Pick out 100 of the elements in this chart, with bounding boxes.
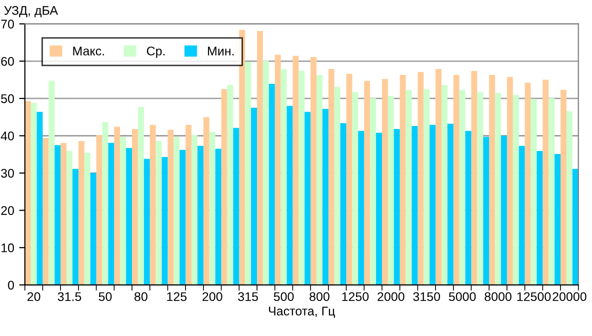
- bar: [412, 126, 418, 285]
- bar: [459, 90, 466, 285]
- bar: [560, 90, 566, 285]
- bar: [304, 112, 311, 285]
- bar: [364, 80, 370, 285]
- bar: [48, 80, 55, 285]
- x-tick-label: 20000: [552, 292, 586, 302]
- bar: [548, 98, 555, 285]
- bar: [566, 111, 572, 285]
- bar: [90, 173, 96, 285]
- bar: [174, 136, 180, 285]
- bar: [66, 151, 72, 285]
- bar: [310, 57, 317, 285]
- bar: [524, 82, 531, 285]
- bar: [60, 142, 67, 285]
- bar: [72, 168, 78, 285]
- bar: [483, 136, 490, 285]
- bar: [489, 74, 496, 285]
- bar: [251, 108, 257, 285]
- bar: [453, 74, 460, 285]
- bar: [530, 98, 537, 285]
- bar: [156, 140, 162, 285]
- bar: [280, 68, 287, 285]
- bar: [286, 106, 293, 285]
- bar: [84, 152, 90, 285]
- bar: [322, 108, 328, 285]
- bar: [138, 107, 144, 285]
- y-tick-label: 40: [0, 132, 14, 140]
- legend-label: Мин.: [208, 46, 234, 56]
- x-tick-label: 500: [274, 292, 294, 302]
- bar: [436, 68, 442, 285]
- bar: [370, 98, 376, 285]
- bar: [227, 85, 234, 285]
- bar: [542, 80, 549, 285]
- bar: [292, 56, 299, 285]
- y-tick-label: 70: [1, 20, 14, 29]
- bar: [42, 138, 49, 285]
- legend-label: Ср.: [146, 46, 165, 58]
- bar: [96, 135, 102, 285]
- bar: [382, 79, 388, 285]
- bar: [298, 70, 305, 285]
- x-tick-label: 315: [238, 292, 258, 302]
- bar: [441, 85, 448, 285]
- bar: [518, 146, 525, 285]
- bar: [209, 132, 216, 285]
- legend-label: Макс.: [73, 46, 104, 56]
- bar: [150, 124, 156, 285]
- bar: [274, 54, 281, 285]
- bar: [186, 124, 192, 285]
- x-tick-label: 2000: [378, 292, 404, 302]
- bar: [388, 96, 394, 285]
- bar: [477, 92, 484, 285]
- x-tick-label: 125: [167, 292, 187, 302]
- bar: [132, 129, 138, 285]
- bar: [30, 102, 37, 285]
- bar: [334, 86, 340, 285]
- bar: [108, 142, 114, 285]
- x-tick-label: 3150: [413, 292, 440, 302]
- x-tick-label: 5000: [448, 292, 476, 302]
- y-tick-label: 60: [1, 56, 14, 66]
- bar: [162, 157, 168, 285]
- x-tick-label: 8000: [484, 292, 512, 302]
- x-tick-label: 80: [134, 292, 148, 302]
- bar: [506, 76, 513, 285]
- bar: [126, 148, 132, 285]
- x-tick-label: 50: [98, 292, 112, 302]
- bar: [501, 136, 507, 285]
- bar: [78, 140, 84, 285]
- bar: [376, 132, 382, 285]
- bar: [168, 130, 174, 285]
- bar: [256, 30, 263, 285]
- x-tick-label: 20: [27, 292, 40, 302]
- bar: [36, 112, 43, 285]
- bar: [54, 145, 61, 285]
- bar: [512, 94, 519, 285]
- bar: [495, 92, 502, 285]
- bar: [192, 135, 198, 285]
- bar: [233, 128, 240, 285]
- bar: [394, 129, 400, 285]
- bar: [102, 122, 108, 285]
- bar: [316, 74, 322, 285]
- bar: [352, 92, 358, 285]
- bar: [114, 126, 120, 285]
- y-tick-label: 30: [1, 168, 14, 178]
- bar: [197, 146, 204, 285]
- x-tick-label: 200: [202, 292, 222, 302]
- bar: [144, 158, 150, 285]
- bar: [346, 74, 352, 285]
- bar: [203, 117, 210, 285]
- bar: [406, 90, 412, 285]
- bar: [180, 150, 186, 285]
- x-tick-label: 12500: [517, 292, 551, 302]
- y-tick-label: 10: [2, 243, 14, 252]
- bar: [572, 168, 578, 285]
- bar: [221, 89, 228, 285]
- y-tick-label: 20: [1, 206, 14, 215]
- bar: [424, 89, 430, 285]
- bar: [430, 124, 436, 285]
- bar: [471, 70, 478, 285]
- bar: [536, 151, 543, 285]
